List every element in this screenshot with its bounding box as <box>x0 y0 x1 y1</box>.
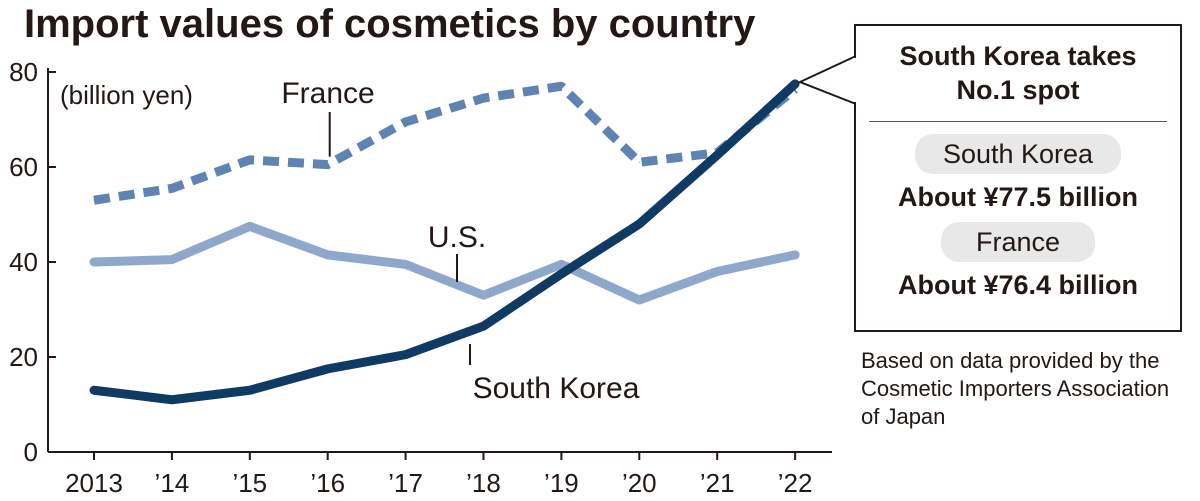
france-data-point <box>638 161 640 163</box>
south-korea-data-point <box>93 389 95 391</box>
x-tick-label: ’22 <box>778 468 813 498</box>
callout-headline: South Korea takes No.1 spot <box>855 39 1181 107</box>
u-s-data-point <box>327 254 329 256</box>
series-labels: France U.S. South Korea <box>281 77 639 405</box>
france-data-point <box>560 85 562 87</box>
x-tick-label: ’16 <box>310 468 345 498</box>
y-tick-label: 0 <box>24 437 38 467</box>
u-s-data-point <box>560 263 562 265</box>
u-s-data-point <box>794 254 796 256</box>
x-tick-label: ’17 <box>388 468 423 498</box>
y-tick-label: 60 <box>9 152 38 182</box>
chart-title: Import values of cosmetics by country <box>24 2 756 46</box>
x-ticks: 2013 ’14 ’15 ’16 ’17 ’18 ’19 ’20 ’21 ’22 <box>65 452 812 498</box>
south-korea-data-point <box>638 223 640 225</box>
u-s-data-point <box>249 225 251 227</box>
france-data-point <box>249 159 251 161</box>
south-korea-series-line <box>89 79 800 405</box>
x-tick-label: ’19 <box>544 468 579 498</box>
france-series-label: France <box>281 77 374 110</box>
france-amount: About ¥76.4 billion <box>897 270 1139 300</box>
south-korea-data-point <box>249 389 251 391</box>
france-data-point <box>483 97 484 99</box>
france-data-point <box>405 121 407 123</box>
france-pill: France <box>941 222 1095 262</box>
south-korea-amount: About ¥77.5 billion <box>897 182 1139 212</box>
series-layer <box>89 79 800 405</box>
x-tick-label: ’14 <box>155 468 190 498</box>
u-s-data-point <box>638 299 640 301</box>
y-tick-label: 80 <box>9 57 38 87</box>
y-ticks: 0 20 40 60 80 <box>9 57 56 467</box>
france-data-point <box>93 199 95 201</box>
callout-pointer <box>797 55 857 105</box>
u-s-data-point <box>483 294 484 296</box>
callout-divider <box>869 121 1167 122</box>
south-korea-data-point <box>483 325 484 327</box>
x-tick-label: ’18 <box>466 468 501 498</box>
y-tick-label: 20 <box>9 342 38 372</box>
south-korea-pill: South Korea <box>915 134 1121 174</box>
u-s-series-line <box>89 221 800 305</box>
u-s-data-point <box>93 261 95 263</box>
south-korea-data-point <box>716 154 718 156</box>
x-tick-label: 2013 <box>65 468 123 498</box>
south-korea-data-point <box>560 273 562 275</box>
south-korea-series-label: South Korea <box>473 372 640 405</box>
axes <box>47 68 832 453</box>
x-tick-label: ’21 <box>700 468 735 498</box>
callout: South Korea takes No.1 spot South Korea … <box>855 25 1181 331</box>
source-note: Based on data provided by the Cosmetic I… <box>861 348 1170 429</box>
callout-box <box>854 24 1182 332</box>
u-s-data-point <box>171 259 173 261</box>
u-s-data-point <box>716 271 718 272</box>
y-tick-label: 40 <box>9 247 38 277</box>
south-korea-data-point <box>794 83 796 85</box>
france-data-point <box>327 164 329 166</box>
unit-label: (billion yen) <box>60 80 193 110</box>
south-korea-data-point <box>327 368 329 370</box>
south-korea-data-point <box>171 399 173 401</box>
callout-headline-line2: No.1 spot <box>956 75 1080 105</box>
x-tick-label: ’20 <box>622 468 657 498</box>
france-data-point <box>171 187 173 189</box>
u-s-data-point <box>405 263 407 265</box>
south-korea-data-point <box>405 354 407 356</box>
france-series-line <box>93 81 798 205</box>
x-tick-label: ’15 <box>232 468 267 498</box>
u-s-series-label: U.S. <box>428 221 486 254</box>
callout-headline-line1: South Korea takes <box>899 41 1137 71</box>
